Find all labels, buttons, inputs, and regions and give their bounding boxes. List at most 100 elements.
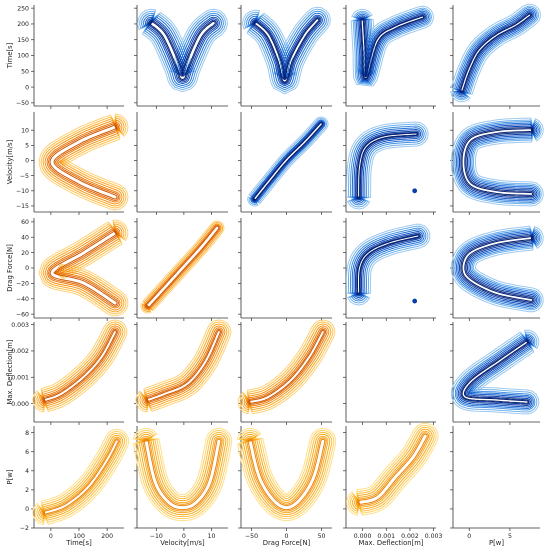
kde-contour [42,439,119,515]
panel-r0-c0: −50 0 50 100 150 200 250 [16,5,124,109]
y-tick-label: 0.003 [11,322,29,329]
kde-contour [357,234,420,295]
outlier-point [412,298,418,304]
y-tick-label: 8 [25,430,29,437]
y-tick-label: −60 [16,311,29,318]
x-tick-label: 0.001 [377,533,395,540]
kde-contour [42,117,125,207]
panel-r2-c3 [343,218,436,321]
kde-contour [457,232,538,306]
kde-contour [32,428,130,526]
y-tick-label: 50 [21,68,29,75]
x-tick-label: 0.002 [401,533,419,540]
x-tick-label: 0 [467,533,471,540]
kde-contour [350,426,435,512]
kde-contour [146,18,219,83]
kde-contour [248,118,328,205]
kde-contour [247,438,326,511]
y-tick-label: 40 [21,234,29,241]
kde-contour [40,221,127,315]
kde-contour [42,330,117,402]
kde-contour [356,233,421,296]
panel-r2-c2 [238,218,332,321]
y-tick-label: 0 [25,84,29,91]
kde-contour [455,230,539,308]
x-axis-label: Drag Force[N] [263,539,311,547]
x-axis-label: Time[s] [65,539,92,547]
kde-contour [450,117,544,207]
kde-contour [458,11,534,95]
kde-contour [48,229,119,307]
kde-contour [135,319,232,413]
kde-contour [140,435,225,514]
kde-contour [348,424,437,514]
kde-contour [49,230,118,306]
kde-contour [252,121,324,202]
kde-contour [460,126,535,198]
x-tick-label: 200 [101,533,113,540]
x-tick-label: 0.000 [354,533,372,540]
panel-r0-c2 [238,5,332,109]
y-tick-label: 10 [21,127,29,134]
kde-contour [148,19,217,82]
kde-contour [44,119,123,205]
kde-contour [41,328,119,404]
panel-r0-c4 [450,3,541,109]
y-tick-label: 150 [17,37,29,44]
y-tick-label: −40 [16,296,29,303]
kde-contour [38,434,124,520]
kde-contour [452,5,539,101]
kde-contour [143,327,224,405]
panel-r4-c2: −50 0 50 [236,426,337,540]
kde-contour [461,236,534,302]
panel-r0-c1 [134,5,228,109]
kde-contour [358,13,427,81]
panel-r1-c3 [343,112,436,215]
kde-contour [34,430,128,524]
y-tick-label: 6 [25,449,29,456]
y-axis-label: Velocity[m/s] [6,139,14,184]
kde-contour [452,331,538,413]
kde-contour [450,329,540,415]
y-axis-label: Time[s] [6,42,14,69]
x-tick-label: 0.003 [425,533,443,540]
kde-contour [139,10,226,91]
kde-contour [145,16,220,85]
kde-contour [143,223,222,311]
y-tick-label: −50 [16,100,29,107]
kde-contour [355,130,420,201]
kde-contour [250,119,326,204]
kde-contour [355,432,430,507]
kde-contour [348,123,427,208]
x-axis-label: P[w] [489,539,504,547]
kde-contour [46,227,121,309]
panel-r1-c2 [238,112,332,215]
kde-contour [142,437,223,512]
y-axis-label: P[w] [6,469,14,484]
y-tick-label: 4 [25,468,29,475]
kde-contour [244,435,329,514]
kde-contour [248,12,325,89]
y-tick-label: 0.001 [11,374,29,381]
x-tick-label: 100 [73,533,85,540]
kde-contour [454,333,536,411]
kde-contour [242,6,331,95]
kde-contour [42,223,125,313]
panel-r1-c0: −15 −10 −5 0 5 10 [16,112,129,215]
kde-contour [139,323,228,409]
kde-contour [134,430,231,520]
kde-contour [140,220,225,314]
y-tick-label: −20 [16,281,29,288]
kde-contour [346,422,439,516]
panel-r3-c0: 0.000 0.001 0.002 0.003 [11,319,128,425]
x-tick-label: 50 [318,533,326,540]
kde-contour [40,436,122,518]
kde-contour [38,113,129,211]
kde-contour [360,15,425,80]
kde-contour [243,325,330,409]
x-tick-label: 0 [285,533,289,540]
y-axis-label: Max. Deflection[m] [6,339,14,404]
panel-r2-c4 [450,218,544,321]
y-tick-label: 100 [17,53,29,60]
